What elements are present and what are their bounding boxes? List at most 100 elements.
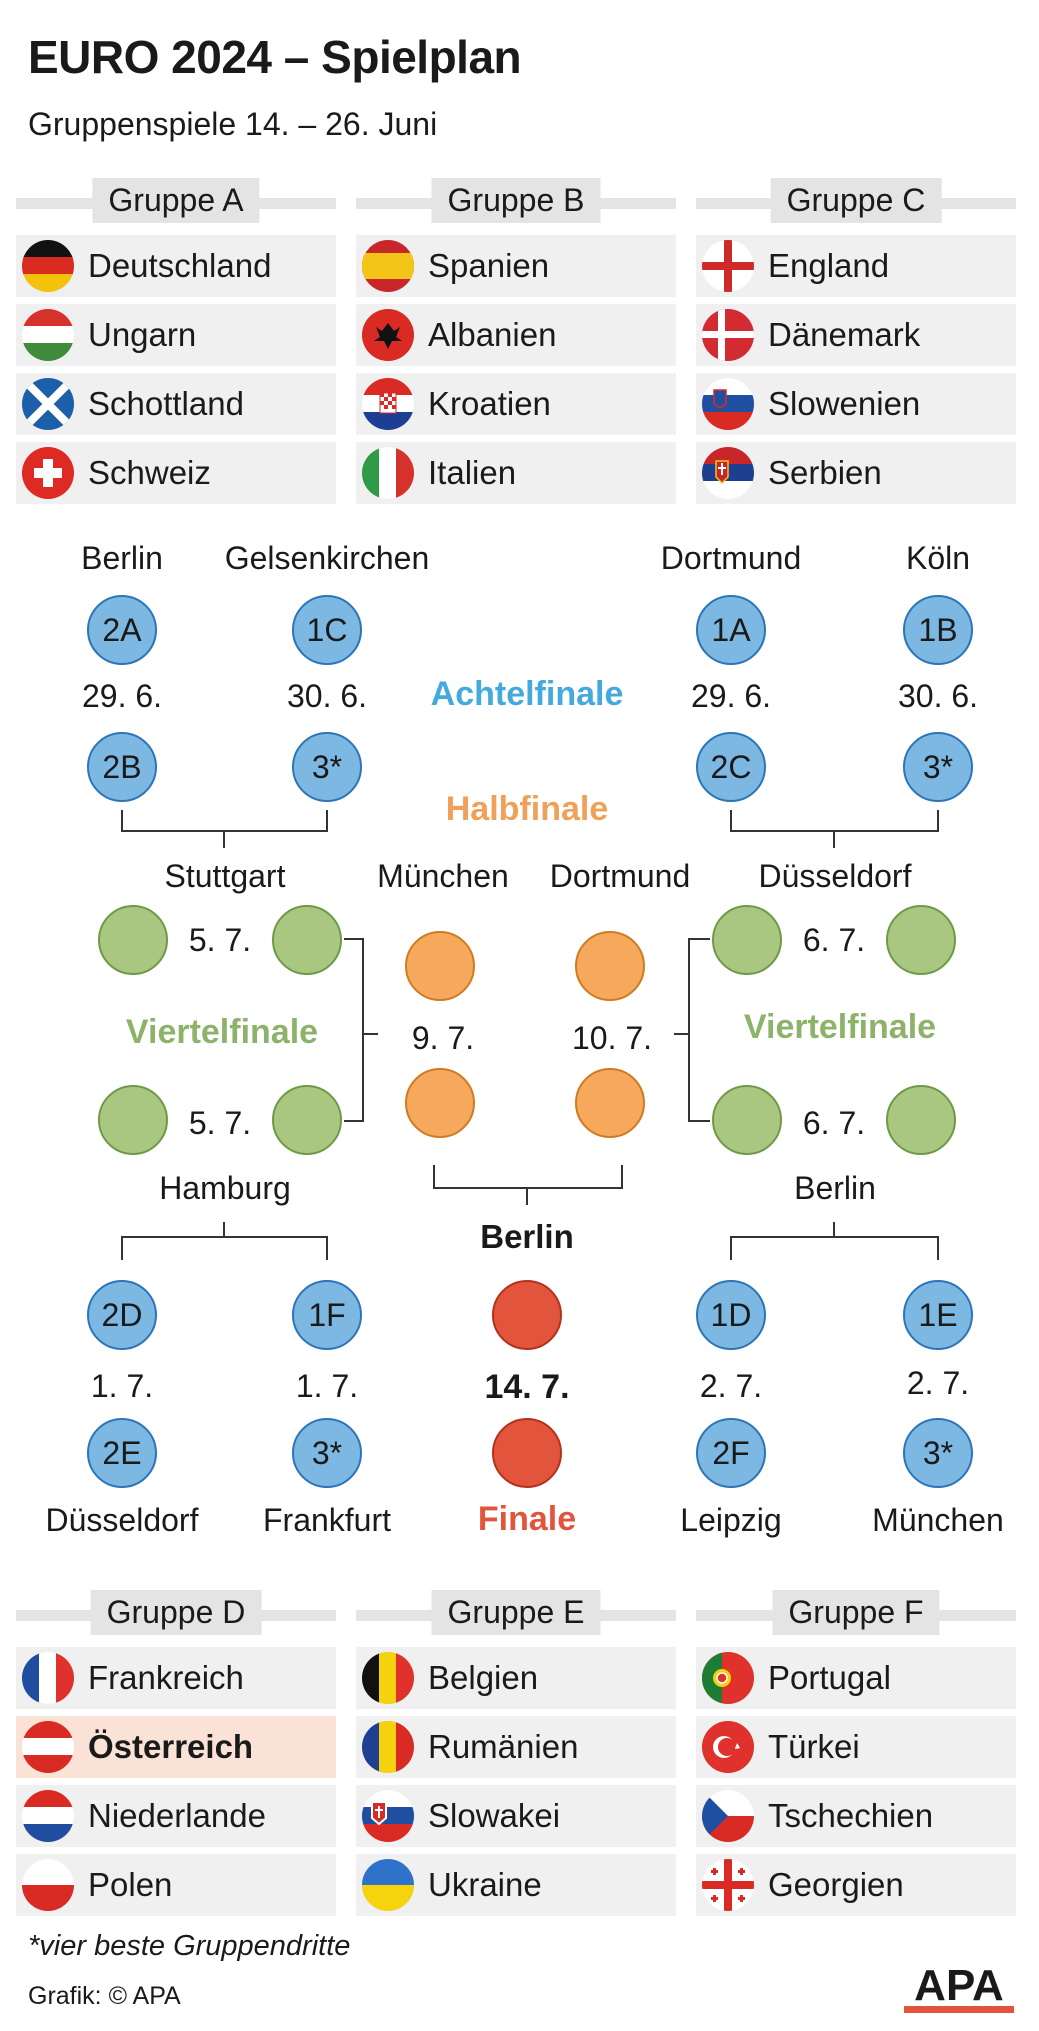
team-row: Slowenien: [696, 373, 1016, 435]
venue-label: Hamburg: [159, 1170, 291, 1206]
page-subtitle: Gruppenspiele 14. – 26. Juni: [28, 106, 438, 142]
slot-circle: 2C: [696, 732, 766, 802]
slot-circle: 1F: [292, 1280, 362, 1350]
bracket-line: [223, 1222, 225, 1238]
bracket-line: [833, 1222, 835, 1238]
bracket-line: [688, 1120, 710, 1122]
semi-final-slot: [405, 1068, 475, 1138]
flag-denmark-icon: [702, 309, 754, 361]
quarter-final-slot: [886, 905, 956, 975]
team-name: Belgien: [428, 1659, 539, 1696]
team-row: Albanien: [356, 304, 676, 366]
match-date: 5. 7.: [188, 922, 252, 958]
slot-circle: 2A: [87, 595, 157, 665]
final-slot: [492, 1418, 562, 1488]
flag-turkey-icon: [702, 1721, 754, 1773]
match-date: 30. 6.: [286, 678, 368, 714]
group-d: Gruppe D Frankreich Österreich Niederlande P…: [16, 1590, 336, 1916]
flag-romania-icon: [362, 1721, 414, 1773]
team-row: Belgien: [356, 1647, 676, 1709]
bracket-line: [326, 1236, 328, 1260]
venue-label: Stuttgart: [164, 858, 286, 894]
match-date: 2. 7.: [906, 1365, 970, 1401]
team-row: Schottland: [16, 373, 336, 435]
match-date: 2. 7.: [699, 1368, 763, 1404]
slot-circle: 2D: [87, 1280, 157, 1350]
team-name: Frankreich: [88, 1659, 244, 1696]
semi-final-slot: [575, 931, 645, 1001]
match-date: 10. 7.: [571, 1020, 653, 1056]
apa-logo-icon: APA: [904, 1962, 1014, 2013]
team-row: Dänemark: [696, 304, 1016, 366]
match-date: 9. 7.: [411, 1020, 475, 1056]
flag-italy-icon: [362, 447, 414, 499]
team-name: Slowakei: [428, 1797, 561, 1834]
venue-label: Dortmund: [660, 540, 802, 576]
flag-portugal-icon: [702, 1652, 754, 1704]
team-name: Spanien: [428, 247, 550, 284]
quarter-final-slot: [886, 1085, 956, 1155]
venue-label: Köln: [905, 540, 971, 576]
team-row: Italien: [356, 442, 676, 504]
slot-circle: 1A: [696, 595, 766, 665]
team-row: Ukraine: [356, 1854, 676, 1916]
flag-scotland-icon: [22, 378, 74, 430]
round-label-achtelfinale: Achtelfinale: [430, 675, 624, 713]
team-name: Italien: [428, 454, 517, 491]
quarter-final-slot: [98, 1085, 168, 1155]
team-name: England: [768, 247, 890, 284]
team-row: Rumänien: [356, 1716, 676, 1778]
team-row: Kroatien: [356, 373, 676, 435]
final-date: 14. 7.: [484, 1368, 570, 1406]
slot-circle: 2E: [87, 1418, 157, 1488]
flag-hungary-icon: [22, 309, 74, 361]
flag-czechia-icon: [702, 1790, 754, 1842]
team-row: Tschechien: [696, 1785, 1016, 1847]
flag-spain-icon: [362, 240, 414, 292]
group-title: Gruppe B: [431, 178, 601, 223]
slot-circle: 1E: [903, 1280, 973, 1350]
flag-croatia-icon: [362, 378, 414, 430]
venue-label: München: [377, 858, 509, 894]
team-row: Slowakei: [356, 1785, 676, 1847]
flag-ukraine-icon: [362, 1859, 414, 1911]
venue-label: Dortmund: [549, 858, 691, 894]
bracket-line: [688, 938, 690, 1122]
team-row: Österreich: [16, 1716, 336, 1778]
bracket-line: [833, 830, 835, 848]
slot-circle: 3*: [292, 732, 362, 802]
match-date: 5. 7.: [188, 1105, 252, 1141]
venue-label: Frankfurt: [262, 1502, 392, 1538]
bracket-line: [937, 810, 939, 832]
bracket-line: [730, 810, 732, 832]
team-name: Slowenien: [768, 385, 921, 422]
quarter-final-slot: [712, 1085, 782, 1155]
quarter-final-slot: [712, 905, 782, 975]
flag-slovakia-icon: [362, 1790, 414, 1842]
team-row: Frankreich: [16, 1647, 336, 1709]
flag-netherlands-icon: [22, 1790, 74, 1842]
semi-final-slot: [575, 1068, 645, 1138]
venue-label: Düsseldorf: [758, 858, 912, 894]
group-title: Gruppe D: [90, 1590, 262, 1635]
svg-text:APA: APA: [914, 1962, 1004, 2010]
final-slot: [492, 1280, 562, 1350]
team-row: Niederlande: [16, 1785, 336, 1847]
bracket-line: [937, 1236, 939, 1260]
bracket-line: [674, 1033, 690, 1035]
team-name: Albanien: [428, 316, 557, 353]
bracket-line: [730, 1236, 939, 1238]
match-date: 1. 7.: [295, 1368, 359, 1404]
flag-austria-icon: [22, 1721, 74, 1773]
team-row: Deutschland: [16, 235, 336, 297]
team-row: Georgien: [696, 1854, 1016, 1916]
footnote: *vier beste Gruppendritte: [28, 1930, 351, 1962]
slot-circle: 1B: [903, 595, 973, 665]
bracket-line: [223, 830, 225, 848]
round-label-finale: Finale: [477, 1500, 577, 1538]
group-header: Gruppe A: [16, 178, 336, 228]
flag-georgia-icon: [702, 1859, 754, 1911]
match-date: 6. 7.: [802, 922, 866, 958]
slot-circle: 3*: [903, 1418, 973, 1488]
